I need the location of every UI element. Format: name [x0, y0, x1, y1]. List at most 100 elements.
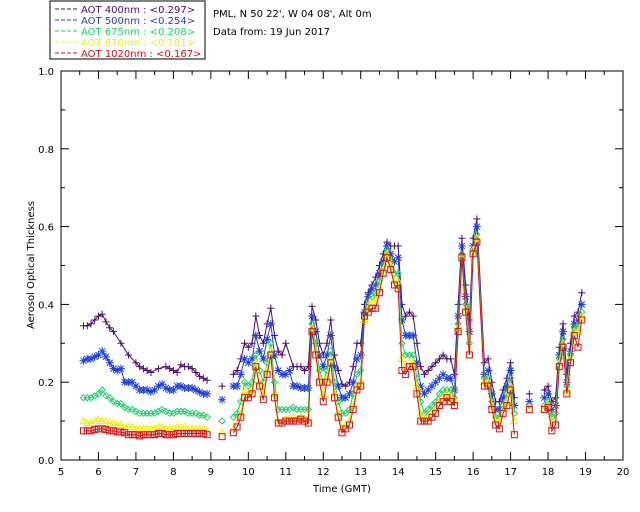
- data-point: [368, 304, 376, 312]
- data-point: [345, 421, 353, 429]
- data-point: [420, 417, 428, 425]
- data-point: [352, 354, 361, 363]
- data-point: [484, 355, 492, 363]
- data-point: [401, 362, 411, 370]
- data-point: [420, 370, 428, 378]
- data-point: [101, 352, 110, 361]
- data-point: [203, 376, 211, 384]
- data-point: [487, 389, 496, 398]
- data-point: [267, 339, 275, 348]
- data-point: [364, 292, 373, 301]
- x-tick-label: 20: [617, 467, 630, 478]
- data-point: [229, 429, 237, 437]
- data-point: [472, 222, 481, 231]
- data-point: [570, 332, 578, 340]
- data-point: [334, 413, 342, 421]
- data-point: [574, 343, 582, 351]
- data-point: [120, 403, 129, 412]
- data-point: [308, 312, 317, 321]
- data-point: [540, 405, 548, 413]
- data-point: [161, 384, 170, 393]
- data-point: [316, 378, 324, 386]
- data-point: [192, 368, 200, 376]
- data-point: [301, 417, 309, 425]
- data-point: [251, 331, 260, 340]
- data-point: [558, 338, 568, 347]
- data-point: [218, 395, 227, 404]
- data-point: [94, 425, 102, 433]
- data-point: [158, 430, 166, 438]
- data-point: [446, 374, 455, 383]
- data-point: [387, 265, 395, 273]
- data-point: [540, 393, 549, 402]
- series-line: [544, 319, 583, 433]
- data-point: [173, 430, 181, 438]
- data-point: [431, 378, 440, 387]
- data-point: [458, 234, 466, 242]
- x-tick-label: 18: [542, 467, 555, 478]
- y-tick-label: 0.2: [38, 378, 54, 389]
- data-point: [180, 422, 190, 430]
- data-point: [199, 411, 208, 419]
- data-point: [248, 354, 257, 363]
- data-point: [473, 230, 481, 239]
- data-point: [547, 405, 556, 414]
- data-point: [559, 320, 567, 328]
- data-point: [507, 359, 515, 367]
- data-point: [132, 407, 140, 416]
- data-point: [237, 413, 245, 421]
- legend-box: [49, 0, 206, 60]
- data-point: [424, 405, 432, 414]
- data-point: [277, 416, 287, 425]
- data-point: [524, 402, 534, 411]
- data-point: [308, 320, 316, 328]
- data-point: [458, 254, 466, 262]
- data-point: [427, 408, 437, 417]
- data-point: [334, 382, 343, 391]
- data-point: [139, 431, 147, 439]
- data-point: [199, 374, 207, 382]
- data-point: [427, 382, 436, 391]
- data-point: [345, 389, 354, 398]
- data-point: [405, 308, 413, 316]
- x-tick-label: 11: [279, 467, 292, 478]
- data-point: [282, 417, 290, 425]
- x-tick-label: 17: [504, 467, 517, 478]
- data-point: [507, 386, 515, 394]
- data-point: [236, 370, 245, 379]
- data-point: [402, 370, 410, 378]
- data-point: [79, 427, 87, 435]
- data-point: [248, 390, 256, 398]
- data-point: [510, 401, 519, 410]
- data-point: [447, 398, 455, 406]
- data-point: [330, 362, 339, 371]
- data-point: [409, 312, 417, 320]
- data-point: [101, 416, 111, 425]
- data-point: [319, 398, 327, 406]
- data-point: [109, 397, 118, 406]
- data-point: [91, 316, 99, 324]
- data-point: [398, 367, 406, 375]
- data-point: [124, 351, 132, 359]
- data-point: [394, 285, 402, 293]
- data-point: [473, 238, 481, 246]
- data-point: [495, 405, 504, 414]
- data-point: [154, 430, 162, 438]
- data-point: [106, 427, 114, 435]
- data-point: [578, 316, 586, 324]
- data-point: [177, 430, 185, 438]
- data-point: [334, 367, 342, 375]
- header-date: Data from: 19 Jun 2017: [213, 27, 330, 38]
- data-point: [252, 363, 260, 371]
- data-point: [154, 382, 163, 391]
- data-point: [357, 382, 365, 390]
- data-point: [509, 416, 519, 425]
- data-point: [304, 384, 313, 393]
- data-point: [192, 430, 200, 438]
- data-point: [113, 366, 122, 375]
- data-point: [367, 284, 376, 293]
- data-point: [188, 365, 196, 373]
- data-point: [128, 378, 137, 387]
- data-point: [169, 385, 178, 394]
- data-point: [446, 393, 456, 401]
